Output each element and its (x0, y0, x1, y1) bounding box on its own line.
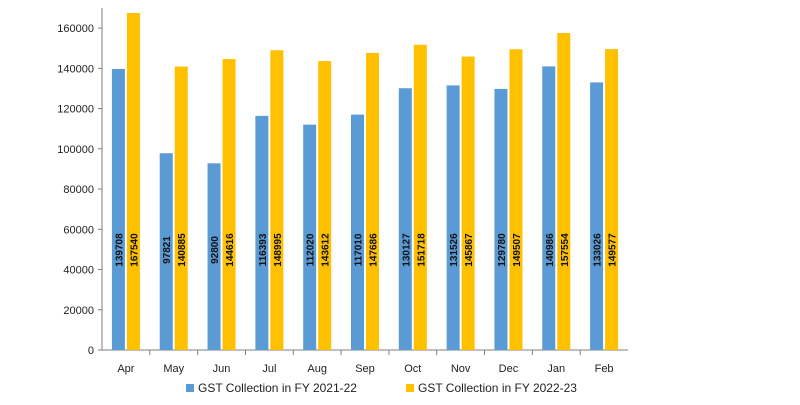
legend-swatch-fy-2022-23 (406, 384, 414, 392)
bar-fy-2021-22 (351, 114, 364, 350)
x-tick-label: Jul (262, 363, 276, 375)
data-label: 144616 (225, 233, 236, 267)
data-label: 130127 (401, 233, 412, 267)
y-tick-label: 140000 (57, 63, 94, 75)
x-tick-label: Oct (404, 363, 421, 375)
y-tick-label: 120000 (57, 104, 94, 116)
x-tick-labels: Apr May Jun Jul Aug Sep Oct Nov Dec Jan Feb (117, 350, 614, 375)
data-label: 149507 (512, 233, 523, 267)
legend: GST Collection in FY 2021-22 GST Collect… (186, 381, 577, 395)
data-label: 149577 (608, 233, 619, 267)
data-label: 112020 (306, 233, 317, 266)
data-label: 129780 (497, 233, 508, 267)
bar-fy-2022-23 (126, 12, 140, 350)
bar-fy-2022-23 (413, 44, 427, 350)
data-label: 145867 (464, 233, 475, 267)
data-label: 131526 (449, 233, 460, 267)
y-tick-label: 20000 (63, 305, 94, 317)
bar-fy-2021-22 (590, 82, 604, 350)
y-tick-label: 0 (88, 345, 94, 357)
data-label: 143612 (321, 233, 332, 267)
x-tick-label: Jun (213, 363, 231, 375)
data-label: 133026 (593, 233, 604, 267)
bar-fy-2022-23 (366, 52, 379, 351)
y-tick-label: 80000 (63, 184, 94, 196)
y-tick-label: 60000 (63, 224, 94, 236)
bar-labels: 139708 167540 97821 140885 92800 144616 116393… (114, 233, 618, 267)
legend-label-fy-2021-22: GST Collection in FY 2021-22 (198, 381, 357, 395)
data-label: 92800 (210, 236, 221, 264)
data-label: 117010 (354, 233, 365, 266)
y-tick-label: 40000 (63, 265, 94, 277)
x-tick-label: Aug (307, 363, 327, 375)
axes (101, 8, 628, 351)
x-tick-label: Sep (355, 363, 375, 375)
bar-fy-2021-22 (303, 124, 317, 350)
bar-fy-2021-22 (446, 85, 460, 350)
bar-fy-2021-22 (111, 68, 125, 351)
y-tick-label: 160000 (57, 23, 94, 35)
x-tick-label: Apr (117, 363, 134, 375)
y-tick-labels: 0 20000 40000 60000 80000 100000 120000 140000 1… (57, 23, 102, 357)
bar-fy-2021-22 (159, 153, 173, 350)
x-tick-label: Jan (547, 363, 565, 375)
bar-fy-2022-23 (461, 56, 475, 350)
x-tick-label: Nov (451, 363, 471, 375)
bar-fy-2022-23 (174, 66, 188, 350)
y-tick-label: 100000 (57, 144, 94, 156)
bars (111, 12, 619, 351)
bar-fy-2022-23 (318, 61, 332, 350)
data-label: 148995 (273, 233, 284, 267)
bar-fy-2021-22 (207, 163, 221, 350)
data-label: 147686 (369, 233, 380, 267)
bar-fy-2021-22 (494, 88, 508, 350)
data-label: 97821 (162, 236, 173, 264)
data-label: 151718 (416, 233, 427, 267)
bar-fy-2022-23 (605, 49, 619, 350)
data-label: 139708 (114, 233, 125, 267)
x-tick-label: May (163, 363, 184, 375)
data-label: 116393 (258, 233, 269, 266)
legend-label-fy-2022-23: GST Collection in FY 2022-23 (418, 381, 577, 395)
bar-fy-2021-22 (398, 88, 412, 351)
x-tick-label: Feb (595, 363, 614, 375)
data-label: 167540 (129, 233, 140, 267)
x-tick-label: Dec (499, 363, 519, 375)
bar-fy-2022-23 (509, 49, 523, 351)
bar-fy-2022-23 (270, 50, 284, 351)
legend-swatch-fy-2021-22 (186, 384, 194, 392)
bar-fy-2021-22 (255, 115, 269, 351)
data-label: 157554 (560, 233, 571, 267)
bar-fy-2021-22 (542, 66, 556, 351)
data-label: 140885 (177, 233, 188, 267)
data-label: 140986 (545, 233, 556, 267)
bar-fy-2022-23 (557, 33, 571, 350)
bar-fy-2022-23 (222, 59, 236, 350)
